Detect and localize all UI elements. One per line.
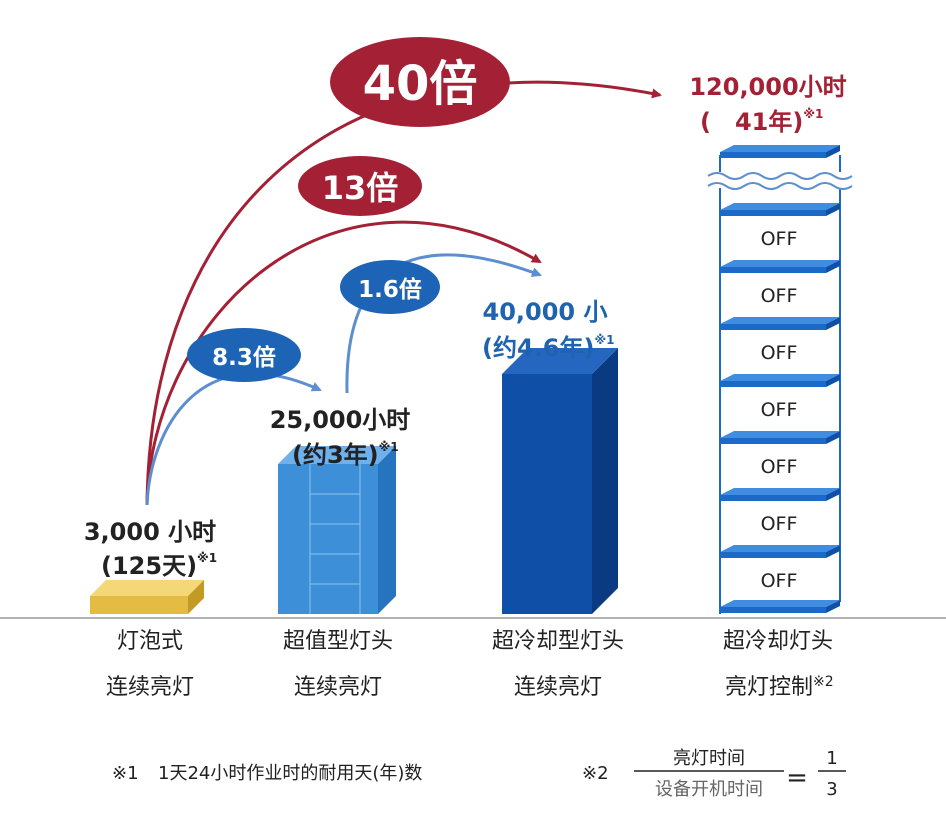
value-label-controlled-hours: 120,000小时 — [689, 73, 846, 101]
ratio-badge-13x: 13倍 — [298, 156, 422, 216]
value-label-super-cool-years-text: (约4.6年) — [482, 334, 594, 362]
tower-slab-front — [720, 267, 826, 273]
tower-off-label: OFF — [761, 228, 798, 250]
value-label-value-type-hours: 25,000小时 — [270, 406, 411, 434]
tower-slab-top — [720, 145, 840, 152]
category-label-value-line1: 超值型灯头 — [283, 629, 393, 654]
tower-break-wave — [707, 172, 853, 180]
bar-value-type-side — [378, 446, 396, 614]
bar-super-cool-top — [502, 348, 618, 374]
ratio-badge-40x: 40倍 — [330, 37, 510, 127]
value-label-bulb: 3,000 小时 (125天)※1 — [84, 518, 217, 580]
ratio-arrow-40x — [145, 80, 662, 506]
tower-slab — [720, 317, 840, 324]
ratio-label-40x: 40倍 — [363, 56, 478, 112]
tower-slab — [720, 203, 840, 210]
tower-slab-front — [720, 495, 826, 501]
tower-slab — [720, 600, 840, 607]
footnote-1-mark: ※1 — [112, 763, 139, 784]
tower-off-label: OFF — [761, 513, 798, 535]
tower-break-wave — [707, 182, 853, 190]
category-label-bulb-line1: 灯泡式 — [117, 629, 183, 654]
value-label-value-type: 25,000小时 (约3年)※1 — [270, 406, 411, 469]
category-label-ctrl-mark: ※2 — [813, 674, 834, 690]
bar-bulb-top — [90, 580, 204, 596]
bar-value-type-front — [278, 464, 378, 614]
ratio-badge-1-6x: 1.6倍 — [340, 260, 440, 314]
footnote-2-denominator: 设备开机时间 — [655, 779, 763, 800]
tower-slab-front — [720, 607, 826, 613]
tower-slab-top-side — [826, 145, 840, 158]
value-label-controlled-years: ( 41年)※1 — [700, 107, 823, 136]
tower-slab-side — [826, 260, 840, 273]
tower-slab-side — [826, 374, 840, 387]
tower-off-label: OFF — [761, 399, 798, 421]
category-label-cool-line2: 连续亮灯 — [514, 675, 602, 700]
tower-slab-side — [826, 317, 840, 330]
tower-slab-side — [826, 431, 840, 444]
category-label-ctrl-line2: 亮灯控制※2 — [725, 674, 834, 700]
tower-off-label: OFF — [761, 456, 798, 478]
ratio-badge-8-3x: 8.3倍 — [187, 328, 301, 382]
tower-slab — [720, 431, 840, 438]
value-label-super-cool-hours: 40,000 小 — [483, 298, 608, 326]
tower-slab-side — [826, 203, 840, 216]
value-label-controlled-years-text: ( 41年) — [700, 108, 803, 136]
value-label-bulb-hours: 3,000 小时 — [84, 518, 216, 546]
tower-slab-front — [720, 438, 826, 444]
category-label-ctrl-line2-text: 亮灯控制 — [725, 675, 813, 700]
value-label-bulb-mark: ※1 — [197, 551, 217, 565]
category-label-ctrl-line1: 超冷却灯头 — [723, 629, 833, 654]
tower-off-label: OFF — [761, 570, 798, 592]
value-label-controlled: 120,000小时 ( 41年)※1 — [689, 73, 846, 136]
footnote-2-equals: = — [786, 763, 808, 793]
footnote-2-result-top: 1 — [826, 748, 837, 769]
tower-slab-top-front — [720, 152, 826, 158]
value-label-value-type-mark: ※1 — [379, 440, 399, 454]
tower-slab — [720, 545, 840, 552]
footnote-2-mark: ※2 — [582, 763, 609, 784]
value-label-value-type-years: (约3年)※1 — [292, 440, 399, 469]
footnote-1: ※1 1天24小时作业时的耐用天(年)数 — [112, 763, 422, 784]
bar-value-type-top — [278, 446, 396, 464]
tower-off-label: OFF — [761, 285, 798, 307]
ratio-label-8-3x: 8.3倍 — [212, 344, 276, 371]
footnote-1-text: 1天24小时作业时的耐用天(年)数 — [158, 763, 422, 784]
footnote-2-result-bottom: 3 — [826, 779, 837, 800]
category-label-bulb-line2: 连续亮灯 — [106, 675, 194, 700]
ratio-label-13x: 13倍 — [322, 169, 399, 207]
tower-slab-side — [826, 600, 840, 613]
category-label-value-line2: 连续亮灯 — [294, 675, 382, 700]
bar-bulb-front — [90, 596, 188, 614]
tower-slab — [720, 488, 840, 495]
category-labels: 灯泡式 连续亮灯 超值型灯头 连续亮灯 超冷却型灯头 连续亮灯 超冷却灯头 亮灯… — [106, 629, 834, 700]
footnote-2-numerator: 亮灯时间 — [673, 748, 745, 769]
tower-slab-front — [720, 381, 826, 387]
value-label-bulb-days: (125天)※1 — [101, 551, 217, 580]
tower-slab-side — [826, 545, 840, 558]
tower-off-label: OFF — [761, 342, 798, 364]
category-label-cool-line1: 超冷却型灯头 — [492, 629, 624, 654]
tower-slab — [720, 260, 840, 267]
bar-super-cool-side — [592, 348, 618, 614]
tower-slab-front — [720, 324, 826, 330]
tower-slab-front — [720, 552, 826, 558]
bar-super-cool-front — [502, 374, 592, 614]
value-label-super-cool-years: (约4.6年)※1 — [482, 333, 614, 362]
value-label-super-cool-mark: ※1 — [594, 333, 614, 347]
ratio-label-1-6x: 1.6倍 — [358, 276, 422, 303]
tower-slab-side — [826, 488, 840, 501]
tower-slab — [720, 374, 840, 381]
value-label-value-type-years-text: (约3年) — [292, 441, 379, 469]
value-label-bulb-days-text: (125天) — [101, 552, 197, 580]
bar-bulb-side — [188, 580, 204, 614]
value-label-controlled-mark: ※1 — [803, 107, 823, 121]
tower-slab-front — [720, 210, 826, 216]
ratio-arrow-13x — [145, 220, 542, 506]
footnote-2: ※2 亮灯时间 设备开机时间 = 1 3 — [582, 748, 846, 800]
value-label-super-cool: 40,000 小 (约4.6年)※1 — [482, 298, 614, 362]
